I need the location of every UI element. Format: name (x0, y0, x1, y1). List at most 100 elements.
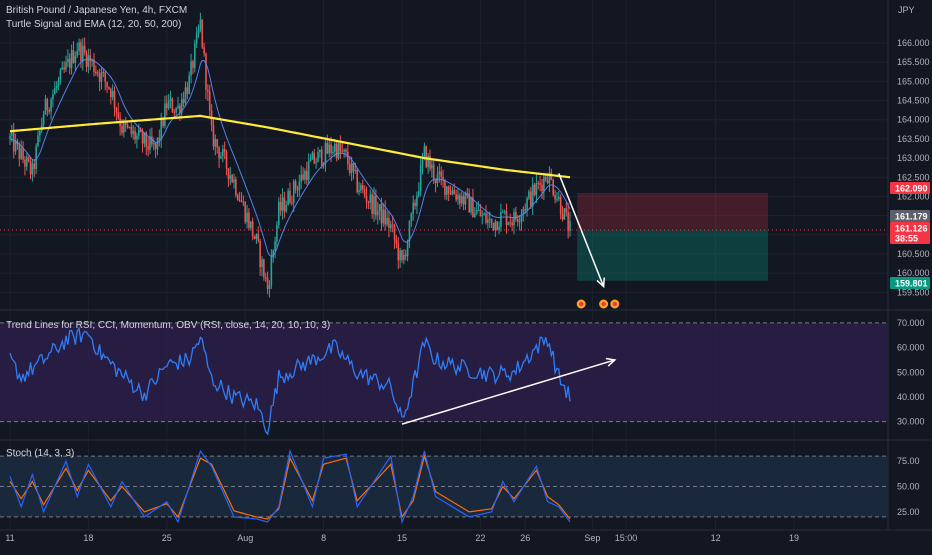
candle[interactable] (124, 116, 127, 132)
candle[interactable] (494, 219, 497, 238)
candle[interactable] (281, 188, 284, 220)
candle[interactable] (285, 200, 288, 213)
candle[interactable] (332, 146, 334, 155)
symbol-title[interactable]: British Pound / Japanese Yen, 4h, FXCM (6, 5, 187, 16)
candle[interactable] (418, 182, 420, 198)
stoch-k-line[interactable] (9, 448, 571, 525)
candle[interactable] (132, 124, 134, 140)
candle[interactable] (533, 182, 536, 197)
candle[interactable] (227, 168, 230, 188)
candle[interactable] (68, 53, 71, 75)
candle[interactable] (404, 249, 407, 261)
candle[interactable] (111, 84, 114, 101)
candle[interactable] (481, 210, 484, 225)
candle[interactable] (464, 191, 467, 211)
candle[interactable] (253, 235, 256, 240)
candle[interactable] (149, 128, 151, 155)
candle[interactable] (128, 126, 131, 129)
candle[interactable] (199, 12, 202, 33)
candle[interactable] (388, 211, 390, 238)
candle[interactable] (218, 145, 220, 168)
candle[interactable] (324, 137, 327, 172)
candle[interactable] (18, 142, 21, 167)
candle[interactable] (386, 211, 388, 227)
candle[interactable] (268, 280, 271, 298)
candle[interactable] (460, 191, 463, 207)
candle[interactable] (177, 96, 179, 110)
candle[interactable] (434, 179, 437, 193)
candle[interactable] (205, 52, 207, 100)
candle[interactable] (138, 123, 140, 140)
candle[interactable] (59, 67, 62, 85)
candle[interactable] (477, 201, 480, 212)
candle[interactable] (115, 106, 118, 121)
candle[interactable] (337, 140, 340, 161)
candle[interactable] (98, 68, 101, 92)
candle[interactable] (526, 196, 528, 217)
candle[interactable] (261, 256, 263, 277)
candle[interactable] (287, 188, 289, 206)
candle[interactable] (182, 91, 185, 108)
candle[interactable] (363, 185, 366, 199)
candle[interactable] (143, 132, 146, 148)
candle[interactable] (235, 176, 237, 198)
price-pane[interactable] (0, 12, 888, 310)
candle[interactable] (55, 81, 58, 93)
candle[interactable] (233, 173, 235, 189)
candle[interactable] (453, 183, 456, 195)
candle[interactable] (61, 61, 64, 71)
candle[interactable] (283, 191, 286, 219)
candle[interactable] (567, 202, 569, 239)
candle[interactable] (186, 81, 189, 100)
candle[interactable] (158, 129, 161, 147)
candle[interactable] (136, 132, 138, 149)
candle[interactable] (27, 155, 30, 163)
candle[interactable] (429, 149, 431, 172)
candle[interactable] (251, 217, 254, 241)
candle[interactable] (96, 70, 99, 77)
candle[interactable] (457, 188, 459, 205)
candle[interactable] (556, 191, 558, 203)
candle[interactable] (376, 201, 379, 225)
candle[interactable] (67, 49, 69, 67)
candle[interactable] (173, 108, 176, 117)
candle[interactable] (106, 81, 108, 94)
candle[interactable] (95, 65, 97, 76)
candle[interactable] (44, 94, 47, 115)
candle[interactable] (472, 188, 474, 218)
candle[interactable] (190, 53, 192, 84)
candle[interactable] (326, 134, 329, 155)
candle[interactable] (451, 186, 454, 196)
indicator-title-turtle[interactable]: Turtle Signal and EMA (12, 20, 50, 200) (6, 19, 181, 30)
candle[interactable] (365, 186, 368, 209)
candle[interactable] (539, 176, 541, 192)
rsi-trend-arrow-head[interactable] (605, 357, 617, 367)
candle[interactable] (214, 134, 217, 156)
candle[interactable] (552, 178, 554, 197)
candle[interactable] (208, 84, 211, 119)
candle[interactable] (52, 89, 54, 108)
candle[interactable] (171, 97, 174, 113)
candle[interactable] (102, 68, 105, 78)
candle[interactable] (74, 51, 77, 71)
candle[interactable] (294, 179, 297, 194)
candle[interactable] (561, 205, 564, 222)
candle[interactable] (403, 249, 405, 265)
candle[interactable] (425, 145, 428, 169)
candle[interactable] (76, 42, 78, 59)
candle[interactable] (315, 157, 317, 169)
candle[interactable] (152, 137, 155, 151)
candle[interactable] (427, 152, 429, 174)
candle[interactable] (503, 209, 506, 215)
candle[interactable] (343, 148, 345, 158)
candle[interactable] (520, 209, 523, 231)
candle[interactable] (382, 203, 385, 227)
candle[interactable] (487, 212, 489, 230)
candle[interactable] (164, 95, 166, 129)
candle[interactable] (559, 194, 562, 220)
rsi-pane-title[interactable]: Trend Lines for RSI, CCI, Momentum, OBV … (6, 320, 330, 331)
candle[interactable] (442, 169, 444, 188)
candle[interactable] (257, 226, 260, 243)
candle[interactable] (192, 59, 194, 75)
candle[interactable] (65, 55, 67, 72)
